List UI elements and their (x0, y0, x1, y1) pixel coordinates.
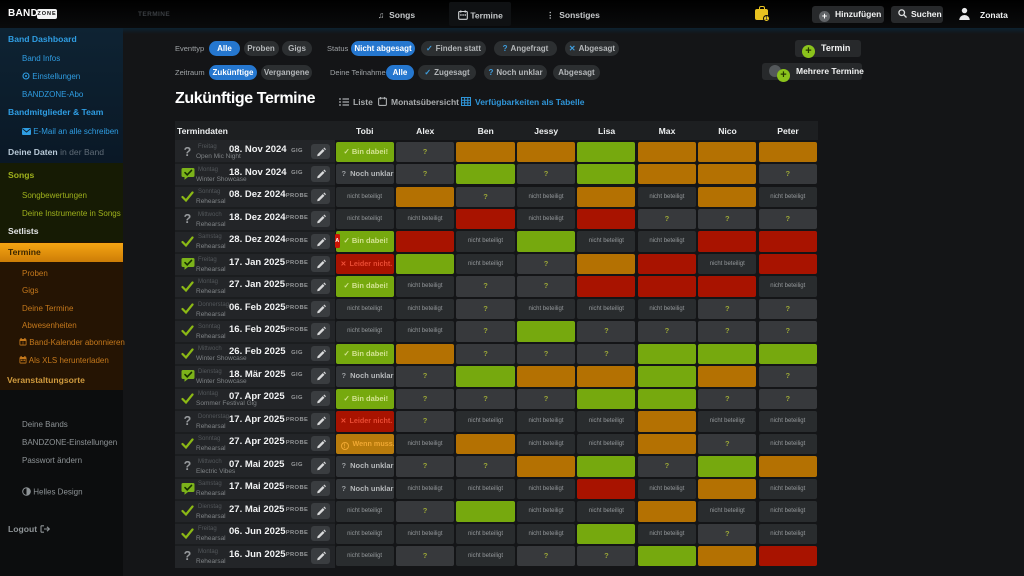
svg-text:?: ? (184, 414, 192, 427)
svg-text:?: ? (184, 212, 192, 225)
svg-text:?: ? (184, 145, 192, 158)
svg-text:?: ? (184, 549, 192, 562)
svg-text:?: ? (184, 459, 192, 472)
svg-text:!: ! (22, 340, 24, 345)
